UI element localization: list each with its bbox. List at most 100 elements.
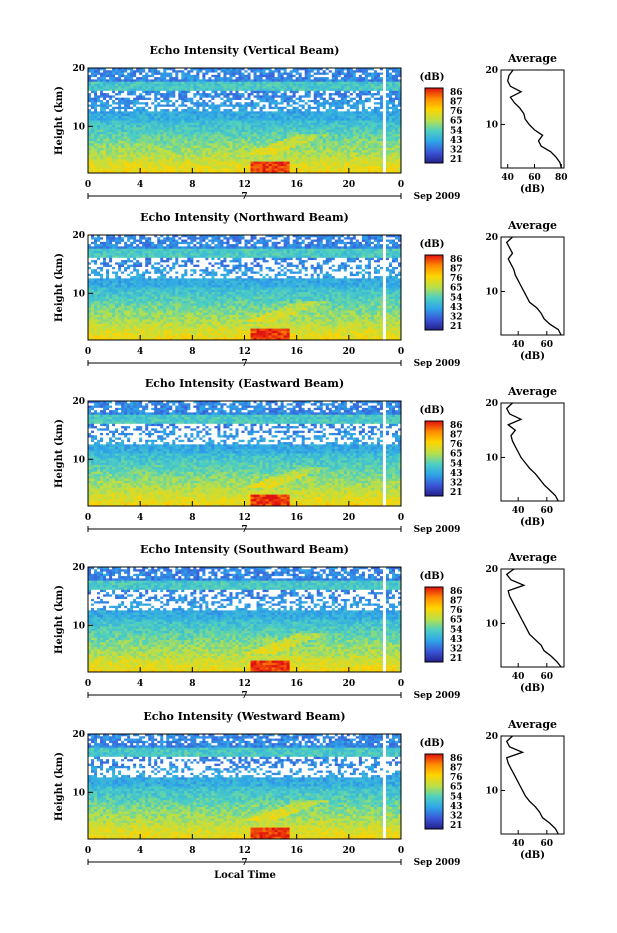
heatmap-cell [127,123,130,126]
heatmap-cell [260,146,263,149]
heatmap-cell [326,107,329,110]
heatmap-cell [124,152,127,155]
heatmap-cell [181,132,184,135]
heatmap-cell [232,118,235,121]
heatmap-cell [260,102,263,105]
heatmap-cell [371,116,374,119]
heatmap-cell [175,157,178,160]
heatmap-cell [302,111,305,114]
heatmap-cell [377,139,380,142]
heatmap-cell [368,79,371,82]
heatmap-cell [238,118,241,121]
heatmap-cell [323,134,326,137]
heatmap-cell [238,86,241,89]
heatmap-cell [223,155,226,158]
heatmap-cell [311,125,314,128]
heatmap-cell [281,84,284,87]
heatmap-cell [323,84,326,87]
heatmap-cell [154,150,157,153]
heatmap-cell [251,86,254,89]
heatmap-cell [320,93,323,96]
heatmap-cell [377,107,380,110]
heatmap-cell [226,89,229,92]
heatmap-cell [380,75,383,78]
heatmap-cell [377,100,380,103]
heatmap-cell [299,73,302,76]
heatmap-cell [142,79,145,82]
heatmap-cell [383,82,386,85]
heatmap-cell [344,102,347,105]
heatmap-cell [217,166,220,169]
heatmap-cell [163,159,166,162]
heatmap-cell [266,132,269,135]
heatmap-cell [154,70,157,73]
heatmap-cell [214,237,217,240]
heatmap-cell [392,77,395,80]
heatmap-cell [335,82,338,85]
heatmap-cell [314,98,317,101]
heatmap-cell [166,89,169,92]
heatmap-cell [208,237,211,240]
heatmap-cell [269,136,272,139]
heatmap-cell [163,77,166,80]
heatmap-cell [139,237,142,240]
heatmap-cell [127,118,130,121]
heatmap-cell [136,84,139,87]
heatmap-cell [359,150,362,153]
heatmap-cell [296,123,299,126]
heatmap-cell [308,75,311,78]
heatmap-cell [109,166,112,169]
heatmap-cell [175,91,178,94]
heatmap-cell [232,130,235,133]
heatmap-cell [127,164,130,167]
heatmap-cell [308,159,311,162]
heatmap-cell [383,73,386,76]
heatmap-cell [362,159,365,162]
heatmap-cell [199,100,202,103]
heatmap-cell [193,162,196,165]
heatmap-cell [326,150,329,153]
heatmap-cell [368,125,371,128]
heatmap-cell [163,166,166,169]
heatmap-cell [88,237,91,240]
heatmap-cell [290,75,293,78]
panel-2: Echo Intensity (Northward Beam)2010Heigh… [54,211,564,369]
heatmap-cell [136,164,139,167]
heatmap-cell [193,164,196,167]
heatmap-cell [121,148,124,151]
heatmap-cell [377,93,380,96]
avg-y-tick-label: 20 [485,66,498,76]
heatmap-cell [380,114,383,117]
heatmap-cell [350,125,353,128]
heatmap-cell [133,157,136,160]
heatmap-cell [184,77,187,80]
heatmap-cell [148,139,151,142]
heatmap-cell [299,121,302,124]
heatmap-cell [145,75,148,78]
heatmap-cell [317,98,320,101]
heatmap-cell [248,84,251,87]
heatmap-cell [91,155,94,158]
heatmap-cell [386,146,389,149]
heatmap-cell [332,141,335,144]
heatmap-cell [214,150,217,153]
heatmap-cell [157,164,160,167]
heatmap-cell [190,75,193,78]
heatmap-cell [121,125,124,128]
heatmap-cell [251,125,254,128]
heatmap-cell [235,105,238,108]
heatmap-cell [160,162,163,165]
heatmap-cell [350,95,353,98]
heatmap-cell [235,164,238,167]
heatmap-cell [187,105,190,108]
heatmap-cell [308,164,311,167]
heatmap-cell [235,237,238,240]
heatmap-cell [238,107,241,110]
heatmap-cell [353,159,356,162]
heatmap-cell [106,75,109,78]
heatmap-cell [374,123,377,126]
heatmap-cell [353,141,356,144]
heatmap-cell [314,114,317,117]
heatmap-cell [347,148,350,151]
heatmap-cell [214,146,217,149]
